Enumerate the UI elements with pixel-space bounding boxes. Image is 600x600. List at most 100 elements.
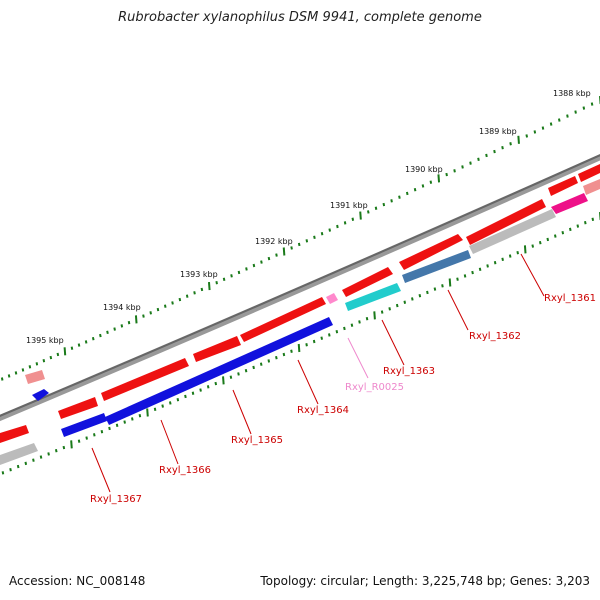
genome-summary: Topology: circular; Length: 3,225,748 bp…: [260, 574, 590, 588]
inner-scale-tick: [335, 330, 339, 334]
outer-scale-tick: [485, 153, 488, 158]
inner-scale-tick: [93, 433, 96, 437]
inner-scale-tick: [388, 307, 391, 311]
outer-scale-tick: [63, 347, 67, 356]
inner-scale-tick: [365, 316, 369, 321]
kbp-label: 1395 kbp: [26, 336, 64, 345]
inner-scale-tick: [214, 381, 218, 386]
inner-scale-tick: [471, 270, 474, 275]
inner-scale-tick: [584, 220, 587, 225]
inner-scale-tick: [373, 311, 376, 320]
outer-scale-tick: [461, 165, 464, 169]
inner-scale-tick: [206, 385, 210, 389]
outer-scale-tick: [343, 221, 347, 225]
inner-scale-tick: [531, 244, 535, 248]
gene-reverse[interactable]: [105, 317, 333, 425]
gene-forward[interactable]: [548, 176, 578, 196]
gene-rxyl-1365[interactable]: [193, 336, 241, 362]
gene-reverse[interactable]: [25, 370, 45, 384]
outer-scale-tick: [509, 142, 512, 146]
gene-reverse[interactable]: [61, 413, 107, 437]
outer-scale-tick: [574, 110, 577, 114]
outer-scale-tick: [142, 314, 145, 318]
gene-reverse[interactable]: [0, 443, 38, 465]
inner-scale-tick: [516, 251, 519, 255]
gene-reverse[interactable]: [469, 209, 556, 254]
inner-scale-tick: [553, 234, 557, 238]
outer-scale-tick: [328, 228, 332, 232]
inner-scale-tick: [100, 429, 104, 434]
inner-scale-tick: [222, 376, 225, 385]
inner-scale-tick: [478, 267, 482, 271]
inner-scale-tick: [320, 336, 324, 340]
outer-scale-tick: [582, 106, 586, 110]
outer-scale-tick: [21, 368, 25, 372]
inner-scale-tick: [131, 417, 134, 421]
inner-scale-tick: [54, 449, 58, 453]
gene-label-rxyl-1364[interactable]: Rxyl_1364: [297, 405, 349, 416]
outer-scale-tick: [35, 362, 39, 366]
inner-scale-tick: [123, 420, 126, 424]
gene-rxyl-1363[interactable]: [342, 267, 393, 297]
kbp-label: 1393 kbp: [180, 270, 218, 279]
inner-scale-tick: [229, 375, 233, 379]
outer-scale-tick: [336, 224, 339, 229]
backbone-edge: [0, 154, 600, 417]
gene-label-rxyl-1366[interactable]: Rxyl_1366: [159, 465, 211, 476]
gene-rxyl-1367[interactable]: [58, 397, 98, 419]
outer-scale-tick: [207, 282, 211, 291]
gene-reverse[interactable]: [402, 250, 471, 283]
gene-rxyl-1361[interactable]: [466, 199, 546, 245]
outer-scale-tick: [222, 277, 226, 281]
kbp-label: 1392 kbp: [255, 237, 293, 246]
outer-scale-tick: [374, 206, 378, 210]
inner-scale-tick: [403, 300, 407, 304]
gene-rxyl-1362[interactable]: [399, 234, 463, 270]
gene-label-rxyl-1367[interactable]: Rxyl_1367: [90, 494, 142, 505]
gene-label-rxyl-1365[interactable]: Rxyl_1365: [231, 435, 283, 446]
outer-scale-tick: [290, 246, 293, 250]
outer-scale-tick: [282, 247, 286, 256]
kbp-label: 1390 kbp: [405, 165, 443, 174]
gene-label-rxyl-1362[interactable]: Rxyl_1362: [469, 331, 521, 342]
inner-scale-tick: [426, 290, 429, 295]
gene-forward[interactable]: [0, 425, 29, 443]
inner-scale-tick: [508, 254, 512, 258]
inner-scale-tick: [358, 320, 361, 324]
inner-scale-tick: [441, 284, 444, 288]
outer-scale-tick: [557, 118, 561, 122]
kbp-label: 1394 kbp: [103, 303, 141, 312]
outer-scale-tick: [453, 169, 456, 173]
inner-scale-tick: [275, 356, 278, 360]
gene-label-rxyl-1363[interactable]: Rxyl_1363: [383, 366, 435, 377]
inner-scale-tick: [108, 426, 111, 431]
outer-scale-tick: [237, 270, 241, 275]
gene-reverse[interactable]: [551, 193, 588, 214]
gene-rxyl-1364[interactable]: [240, 297, 326, 342]
outer-scale-tick: [99, 333, 102, 338]
inner-scale-tick: [267, 359, 271, 363]
inner-scale-tick: [168, 401, 172, 405]
inner-scale-tick: [32, 458, 35, 462]
gene-forward[interactable]: [583, 179, 600, 195]
outer-scale-tick: [156, 307, 160, 312]
outer-scale-tick: [390, 199, 393, 203]
gene-rxyl-1366[interactable]: [101, 358, 189, 401]
gene-reverse[interactable]: [345, 283, 401, 311]
gene-rxyl-r0025[interactable]: [326, 293, 338, 304]
inner-scale-tick: [244, 368, 248, 373]
outer-scale-tick: [366, 210, 370, 214]
gene-forward[interactable]: [578, 164, 600, 182]
outer-scale-tick: [7, 374, 11, 378]
outer-scale-tick: [429, 180, 433, 184]
gene-reverse[interactable]: [32, 389, 49, 401]
reverse-strand-genes: [0, 193, 588, 465]
kbp-label: 1388 kbp: [553, 89, 591, 98]
inner-scale-tick: [380, 310, 384, 314]
outer-scale-tick: [359, 211, 362, 220]
outer-scale-tick: [297, 242, 301, 247]
gene-label-rxyl-1361[interactable]: Rxyl_1361: [544, 293, 596, 304]
gene-label-rxyl-r0025[interactable]: Rxyl_R0025: [345, 382, 404, 393]
outer-scale-tick: [525, 134, 529, 138]
